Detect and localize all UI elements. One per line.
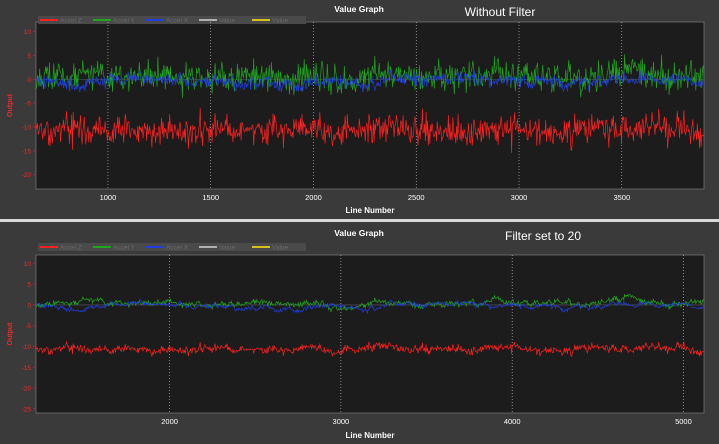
series-line-accel-x	[36, 299, 704, 315]
y-tick-label: 10	[24, 261, 32, 268]
x-tick-label: 3500	[613, 193, 630, 202]
y-tick-label: -5	[25, 323, 31, 330]
x-tick-label: 2000	[305, 193, 322, 202]
series-line-accel-y	[36, 54, 704, 99]
legend-label: Accel Z	[60, 18, 82, 25]
legend-item: Accel Y	[93, 18, 136, 25]
plot-area	[35, 21, 705, 190]
legend-box	[38, 243, 306, 251]
y-tick-label: -15	[22, 365, 32, 372]
legend-label: Accel X	[166, 245, 189, 252]
y-tick-label: -10	[22, 124, 32, 131]
x-tick-label: 2000	[161, 417, 178, 426]
x-tick-label: 4000	[504, 417, 521, 426]
legend-item: Accel Z	[40, 245, 82, 252]
x-tick-label: 3000	[333, 417, 350, 426]
y-tick-label: 5	[27, 53, 31, 60]
legend-item: Accel Z	[40, 18, 82, 25]
y-tick-label: -10	[22, 344, 32, 351]
y-tick-label: -25	[22, 406, 32, 413]
legend-label: Accel Z	[60, 245, 82, 252]
x-tick-label: 1000	[100, 193, 117, 202]
y-axis-label: Output	[7, 93, 14, 117]
legend-label: Accel X	[166, 18, 189, 25]
legend-item: Accel X	[146, 18, 189, 25]
chart-title: Value Graph	[334, 4, 384, 14]
y-tick-label: 0	[27, 77, 31, 84]
legend-label: Value	[272, 245, 289, 252]
y-tick-label: 5	[27, 282, 31, 289]
legend-item: Accel Y	[93, 245, 136, 252]
legend-label: Accel Y	[113, 18, 136, 25]
legend-item: Value	[252, 18, 289, 25]
series-line-accel-x	[36, 69, 704, 93]
legend-label: Value	[272, 18, 289, 25]
y-tick-label: -20	[22, 386, 32, 393]
series-line-accel-z	[36, 107, 704, 153]
x-axis-label: Line Number	[346, 206, 395, 215]
y-tick-label: 10	[24, 29, 32, 36]
legend: Accel Z Accel Y Accel X Value Value	[38, 16, 306, 25]
legend-item: Value	[199, 245, 236, 252]
x-tick-label: 5000	[675, 417, 692, 426]
x-tick-label: 1500	[202, 193, 219, 202]
x-tick-label: 2500	[408, 193, 425, 202]
series-line-accel-y	[36, 293, 704, 312]
legend-item: Accel X	[146, 245, 189, 252]
legend: Accel Z Accel Y Accel X Value Value	[38, 243, 306, 252]
legend-box	[38, 16, 306, 24]
plot-area	[35, 254, 705, 414]
annotation-label: Filter set to 20	[505, 229, 581, 243]
x-tick-label: 3000	[511, 193, 528, 202]
y-tick-label: -20	[22, 172, 32, 179]
annotation-label: Without Filter	[465, 5, 536, 19]
chart-title: Value Graph	[334, 228, 384, 238]
x-axis-label: Line Number	[346, 431, 395, 440]
legend-item: Value	[199, 18, 236, 25]
legend-label: Value	[219, 18, 236, 25]
y-tick-label: -5	[25, 101, 31, 108]
panel-divider	[0, 219, 719, 222]
legend-item: Value	[252, 245, 289, 252]
y-axis-label: Output	[7, 322, 14, 346]
series-line-accel-z	[36, 340, 704, 358]
legend-label: Value	[219, 245, 236, 252]
y-tick-label: 0	[27, 302, 31, 309]
legend-label: Accel Y	[113, 245, 136, 252]
y-tick-label: -15	[22, 148, 32, 155]
